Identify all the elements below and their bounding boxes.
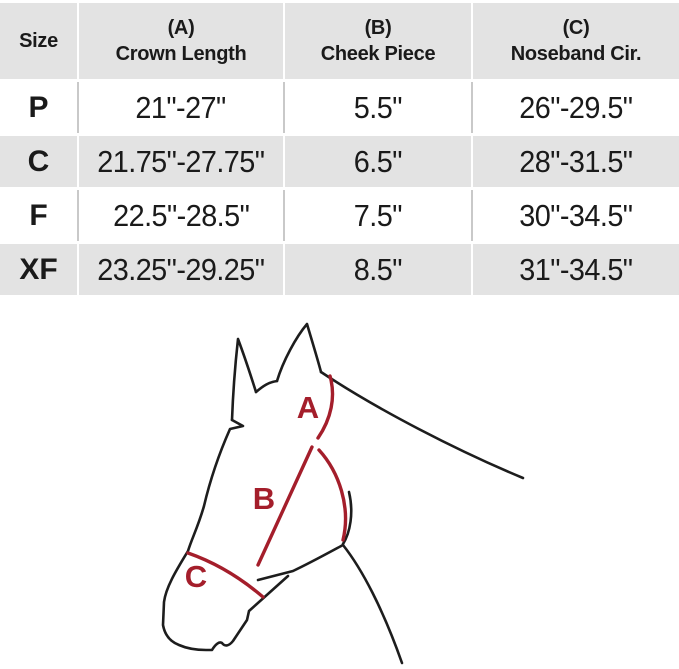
crown-value: 22.5"-28.5"	[112, 197, 250, 233]
cheek-value: 8.5"	[353, 251, 403, 287]
noseband-value: 26"-29.5"	[519, 89, 633, 125]
column-header-crown-length: (A) Crown Length	[79, 3, 285, 79]
horse-left-ear	[230, 337, 258, 422]
cheek-value: 7.5"	[353, 197, 403, 233]
size-value: XF	[19, 252, 58, 286]
cell-crown-length: 23.25"-29.25"	[79, 244, 285, 295]
column-header-noseband: (C) Noseband Cir.	[473, 3, 679, 79]
cell-noseband: 31"-34.5"	[473, 244, 679, 295]
cell-size: C	[0, 136, 79, 187]
noseband-value: 31"-34.5"	[519, 251, 633, 287]
horse-mouth-throat-neck	[256, 543, 404, 665]
crown-value: 23.25"-29.25"	[97, 251, 265, 287]
size-value: C	[27, 144, 50, 178]
cell-cheek-piece: 5.5"	[285, 82, 473, 133]
size-value: F	[29, 198, 48, 232]
cheek-value: 6.5"	[353, 143, 403, 179]
column-header-size: Size	[0, 3, 79, 79]
header-label: Noseband Cir.	[510, 43, 642, 65]
cell-size: F	[0, 190, 79, 241]
header-label: Size	[19, 30, 58, 52]
table-row-c: C 21.75"-27.75" 6.5" 28"-31.5"	[0, 136, 679, 187]
cell-cheek-piece: 7.5"	[285, 190, 473, 241]
header-letter: (A)	[167, 17, 195, 39]
horse-right-ear	[275, 322, 323, 383]
cell-noseband: 26"-29.5"	[473, 82, 679, 133]
horse-face-muzzle-jaw	[161, 418, 290, 652]
horse-forehead	[254, 379, 279, 394]
horse-jowl-curve	[341, 490, 353, 546]
table-row-p: P 21"-27" 5.5" 26"-29.5"	[0, 82, 679, 133]
horse-head-diagram: A B C	[161, 322, 525, 665]
cell-noseband: 28"-31.5"	[473, 136, 679, 187]
halter-noseband-strap	[186, 551, 265, 599]
header-letter: (B)	[364, 17, 392, 39]
table-header-row: Size (A) Crown Length (B) Cheek Piece (C…	[0, 3, 679, 79]
halter-jowl-strap	[317, 448, 348, 542]
noseband-value: 28"-31.5"	[519, 143, 633, 179]
header-letter: (C)	[562, 17, 590, 39]
cell-crown-length: 21"-27"	[79, 82, 285, 133]
crown-value: 21"-27"	[135, 89, 227, 125]
label-a-crown: A	[297, 390, 319, 425]
cell-size: P	[0, 82, 79, 133]
size-value: P	[28, 90, 49, 124]
header-label: Crown Length	[115, 43, 247, 65]
halter-cheek-strap	[256, 445, 314, 567]
table-row-xf: XF 23.25"-29.25" 8.5" 31"-34.5"	[0, 244, 679, 295]
cell-crown-length: 21.75"-27.75"	[79, 136, 285, 187]
table-row-f: F 22.5"-28.5" 7.5" 30"-34.5"	[0, 190, 679, 241]
horse-crest-neck-line	[319, 370, 525, 480]
header-label: Cheek Piece	[320, 43, 436, 65]
cell-size: XF	[0, 244, 79, 295]
column-header-cheek-piece: (B) Cheek Piece	[285, 3, 473, 79]
label-b-cheek: B	[253, 481, 275, 516]
cell-cheek-piece: 8.5"	[285, 244, 473, 295]
size-table: Size (A) Crown Length (B) Cheek Piece (C…	[0, 3, 679, 295]
label-c-noseband: C	[185, 559, 207, 594]
cell-cheek-piece: 6.5"	[285, 136, 473, 187]
cheek-value: 5.5"	[353, 89, 403, 125]
noseband-value: 30"-34.5"	[519, 197, 633, 233]
crown-value: 21.75"-27.75"	[97, 143, 265, 179]
cell-noseband: 30"-34.5"	[473, 190, 679, 241]
halter-crown-strap	[316, 374, 335, 440]
cell-crown-length: 22.5"-28.5"	[79, 190, 285, 241]
